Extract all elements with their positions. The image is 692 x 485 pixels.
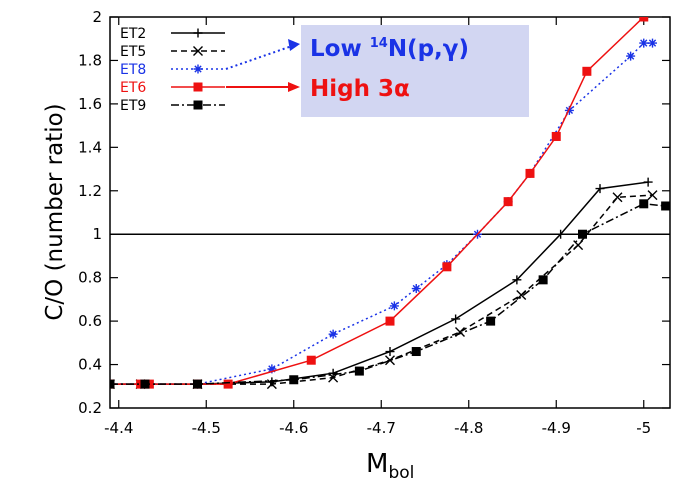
axis-ticks: -4.4 -4.5 -4.6 -4.7 -4.8 -4.9 -5 0.2 0.4 0.6 0.8 1 1… xyxy=(78,8,670,437)
series-et8-marker xyxy=(411,284,421,294)
x-axis-label: Mbol xyxy=(366,449,414,483)
legend-label-et2: ET2 xyxy=(120,26,146,42)
series-et8-marker xyxy=(639,38,649,48)
series-et5-marker xyxy=(385,355,395,366)
series-et9-marker xyxy=(661,201,670,211)
series-et9-marker xyxy=(639,199,649,209)
series-et9-marker xyxy=(486,316,496,326)
series-et9-marker xyxy=(140,379,150,389)
legend-label-et5: ET5 xyxy=(120,44,146,60)
legend-et5-marker xyxy=(193,46,203,56)
legend-et9-marker xyxy=(193,100,203,110)
legend-label-et9: ET9 xyxy=(120,98,146,114)
x-tick-label: -4.6 xyxy=(279,419,308,437)
series-et9-marker xyxy=(110,379,115,389)
series-et9-marker xyxy=(193,379,202,389)
annotation-low-arrow xyxy=(225,45,293,70)
x-tick-label: -4.7 xyxy=(367,419,396,437)
y-tick-label: 1.8 xyxy=(78,51,102,69)
series-et9-marker xyxy=(538,275,548,285)
series-et5-line xyxy=(110,194,653,385)
series-et9-marker xyxy=(354,366,364,376)
y-tick-label: 0.6 xyxy=(78,312,102,330)
y-tick-label: 1 xyxy=(92,225,102,243)
series-et6-marker xyxy=(306,355,316,365)
annotation-low-rest: N(p,γ) xyxy=(388,36,469,62)
series-et8-marker xyxy=(626,51,636,61)
annotation-high-arrowhead xyxy=(288,82,300,92)
series-et8-marker xyxy=(267,364,277,374)
annotation-low: Low 14N(p,γ) xyxy=(310,36,469,62)
y-tick-label: 0.4 xyxy=(78,356,102,374)
series-et8-marker xyxy=(648,38,657,48)
series-et6-marker xyxy=(525,168,535,178)
series-et6-marker xyxy=(385,316,395,326)
series-et9-marker xyxy=(289,375,299,385)
series-et6-marker xyxy=(223,379,233,389)
legend-et2-marker xyxy=(193,28,203,38)
series-et2-marker xyxy=(556,229,566,239)
series-et5-marker xyxy=(516,290,527,301)
series-et2-marker xyxy=(328,368,338,378)
series-et6-marker xyxy=(551,131,561,141)
legend-et8-marker xyxy=(193,64,203,74)
series-et2-line xyxy=(110,181,649,385)
y-tick-label: 1.6 xyxy=(78,95,102,113)
annotation-low-arrowhead xyxy=(288,39,300,51)
series-et5-marker xyxy=(573,240,584,251)
x-axis-label-subscript: bol xyxy=(388,463,414,483)
series-et5-marker xyxy=(612,192,623,203)
y-tick-label: 1.4 xyxy=(78,138,102,156)
series-et5 xyxy=(110,190,658,390)
series-et2-marker xyxy=(643,177,653,187)
legend: ET2 ET5 ET8 ET6 ET9 xyxy=(120,26,300,114)
legend-et6-marker xyxy=(193,82,203,92)
series-et9-marker xyxy=(411,347,421,357)
x-tick-label: -4.9 xyxy=(542,419,571,437)
plot-frame xyxy=(109,16,671,409)
x-tick-label: -4.5 xyxy=(192,419,221,437)
annotation-box xyxy=(301,25,529,117)
x-tick-label: -4.8 xyxy=(454,419,483,437)
series-et2 xyxy=(110,177,653,389)
series-et2-marker xyxy=(451,314,461,324)
series-et9 xyxy=(110,199,670,389)
series-et2-marker xyxy=(595,184,605,194)
annotation-low-super: 14 xyxy=(370,36,388,51)
series-et9-marker xyxy=(578,229,587,239)
series-et6-marker xyxy=(442,262,452,272)
series-group xyxy=(110,17,670,390)
series-et8-line xyxy=(110,42,653,385)
series-et6-marker xyxy=(503,197,513,207)
annotation-high: High 3α xyxy=(310,76,410,102)
y-tick-label: 0.2 xyxy=(78,399,102,417)
series-et8-marker xyxy=(389,301,399,311)
x-tick-label: -4.4 xyxy=(104,419,133,437)
series-et2-marker xyxy=(512,275,522,285)
legend-label-et6: ET6 xyxy=(120,80,146,96)
series-et6-marker xyxy=(639,17,649,22)
legend-label-et8: ET8 xyxy=(120,62,146,78)
y-tick-label: 0.8 xyxy=(78,269,102,287)
annotation-low-prefix: Low xyxy=(310,36,370,62)
y-axis-label: C/O (number ratio) xyxy=(42,103,68,320)
series-et6-marker xyxy=(582,66,592,76)
series-et5-marker xyxy=(647,190,658,201)
series-et8-marker xyxy=(328,329,338,339)
x-tick-label: -5 xyxy=(636,419,651,437)
y-tick-label: 1.2 xyxy=(78,182,102,200)
y-tick-label: 2 xyxy=(92,8,102,26)
series-et2-marker xyxy=(385,347,395,357)
x-axis-label-main: M xyxy=(366,449,388,479)
